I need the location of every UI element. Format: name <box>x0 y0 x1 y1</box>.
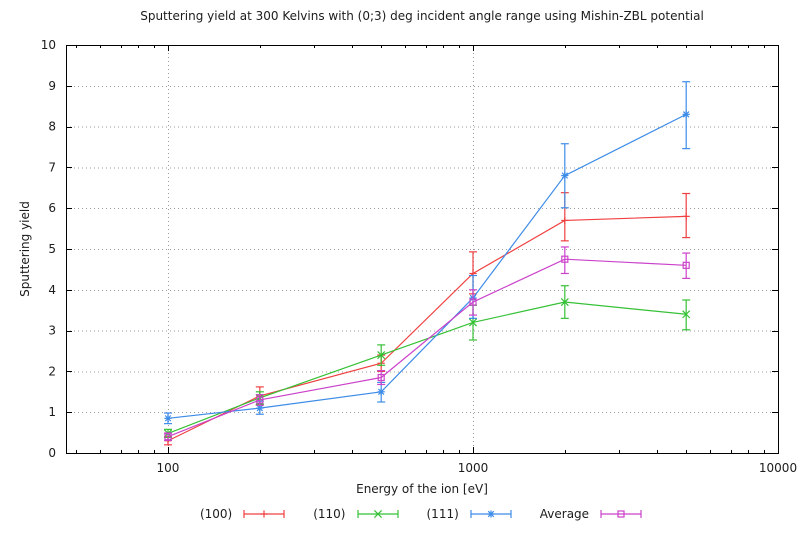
legend-glyph-(111) <box>470 510 512 518</box>
axis-ticks <box>66 45 779 454</box>
y-tick-label: 4 <box>48 283 56 297</box>
legend-sample-110 <box>355 507 401 521</box>
y-tick-label: 8 <box>48 120 56 134</box>
legend-sample-100 <box>241 507 287 521</box>
y-tick-label: 2 <box>48 364 56 378</box>
legend-item-111: (111) <box>427 507 514 521</box>
y-tick-label: 1 <box>48 405 56 419</box>
y-tick-label: 10 <box>41 38 56 52</box>
legend-item-average: Average <box>540 507 644 521</box>
legend-label-110: (110) <box>313 507 346 521</box>
legend-label-111: (111) <box>426 507 459 521</box>
grid <box>66 45 779 453</box>
legend-label-100: (100) <box>199 507 233 521</box>
legend-label-average: Average <box>539 507 590 521</box>
legend-item-100: (100) <box>200 507 287 521</box>
y-axis-label: Sputtering yield <box>18 201 32 297</box>
series-(111) <box>163 81 691 425</box>
y-tick-label: 0 <box>48 446 56 460</box>
tick-labels: 100 1000 10000 0 1 2 3 4 5 6 7 8 9 10 <box>41 38 797 475</box>
x-tick-label: 1000 <box>458 461 489 475</box>
y-tick-label: 9 <box>48 79 56 93</box>
legend-glyph-(100) <box>243 510 285 518</box>
y-tick-label: 7 <box>48 160 56 174</box>
y-tick-label: 3 <box>48 324 56 338</box>
chart-legend: (100) (110) (111) Average <box>66 507 778 521</box>
series-Average <box>163 246 691 441</box>
x-tick-label: 100 <box>157 461 180 475</box>
y-tick-label: 6 <box>48 201 56 215</box>
series-(110) <box>163 285 691 439</box>
legend-item-110: (110) <box>313 507 400 521</box>
y-tick-label: 5 <box>48 242 56 256</box>
legend-sample-average <box>598 507 644 521</box>
x-tick-label: 10000 <box>759 461 797 475</box>
legend-glyph-Average <box>600 510 642 518</box>
chart-title: Sputtering yield at 300 Kelvins with (0;… <box>140 9 704 23</box>
legend-glyph-(110) <box>356 509 399 519</box>
legend-sample-111 <box>468 507 514 521</box>
x-axis-label: Energy of the ion [eV] <box>356 482 488 496</box>
